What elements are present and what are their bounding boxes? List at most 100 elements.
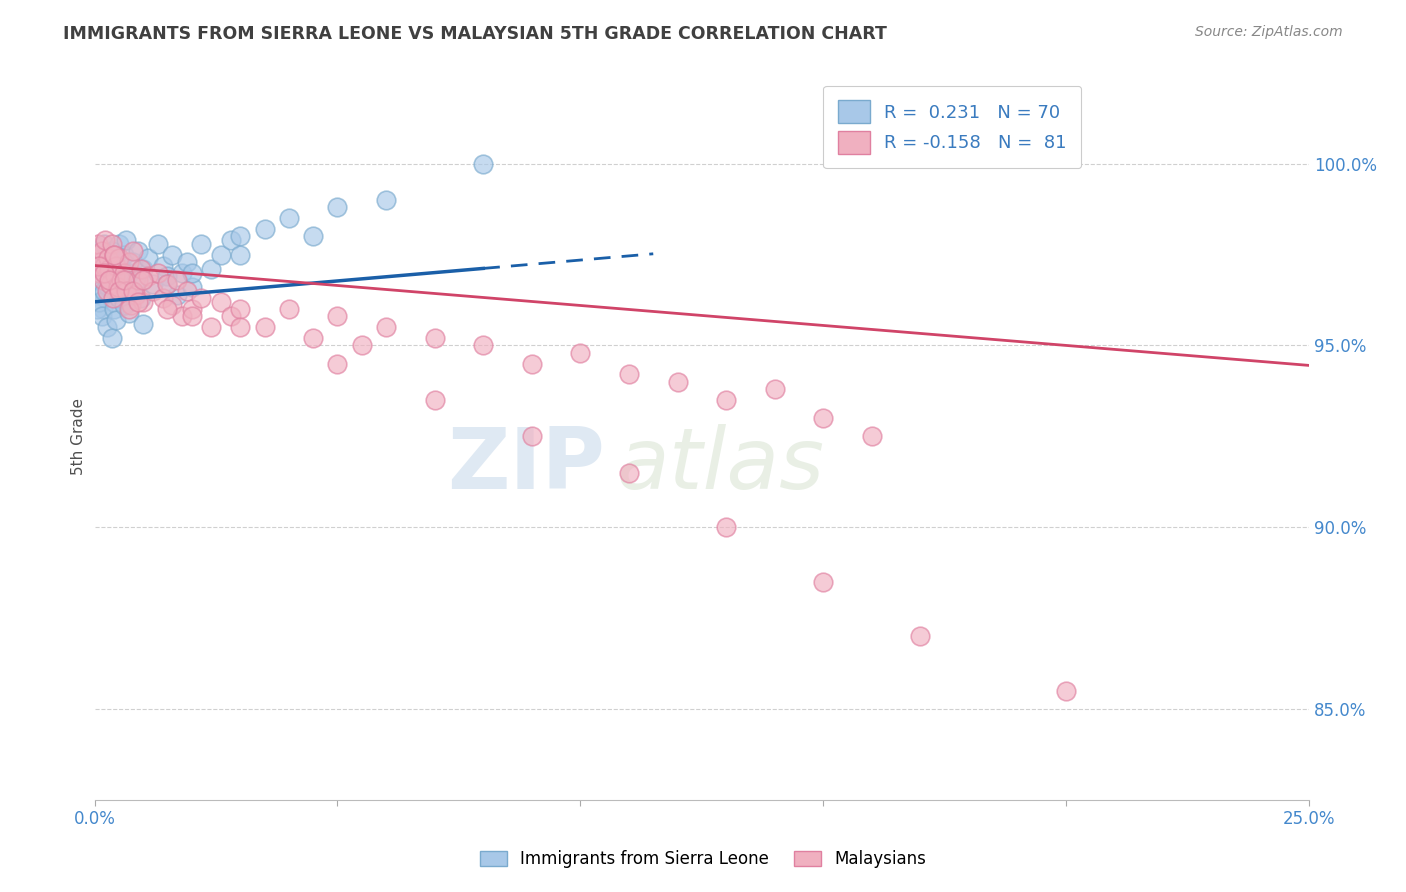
Point [103, 255, 125, 269]
Point [860, 429, 883, 443]
Point [142, 284, 165, 298]
Point [375, 193, 398, 207]
Point [108, 236, 131, 251]
Point [617, 466, 640, 480]
Point [98, 273, 121, 287]
Point [813, 411, 835, 425]
Point [112, 298, 135, 312]
Point [714, 520, 737, 534]
Point [86, 302, 108, 317]
Point [90, 310, 112, 324]
Point [127, 294, 149, 309]
Point [97, 252, 120, 266]
Point [423, 392, 446, 407]
Point [1054, 683, 1077, 698]
Point [129, 291, 152, 305]
Point [152, 259, 174, 273]
Point [209, 294, 232, 309]
Point [277, 211, 299, 226]
Point [105, 259, 128, 273]
Point [107, 280, 129, 294]
Point [100, 236, 122, 251]
Point [115, 233, 138, 247]
Point [714, 392, 737, 407]
Point [122, 284, 145, 298]
Point [93, 284, 115, 298]
Point [117, 266, 139, 280]
Point [122, 244, 145, 258]
Point [162, 298, 184, 312]
Point [94, 233, 117, 247]
Point [146, 266, 169, 280]
Point [108, 284, 131, 298]
Legend: Immigrants from Sierra Leone, Malaysians: Immigrants from Sierra Leone, Malaysians [472, 842, 934, 877]
Point [152, 291, 174, 305]
Point [93, 259, 115, 273]
Point [156, 302, 179, 317]
Point [108, 287, 131, 301]
Point [142, 277, 165, 291]
Point [209, 247, 232, 261]
Point [146, 236, 169, 251]
Point [120, 284, 142, 298]
Point [104, 277, 127, 291]
Point [166, 287, 188, 301]
Point [90, 244, 112, 258]
Point [89, 255, 111, 269]
Point [190, 291, 212, 305]
Point [89, 266, 111, 280]
Text: IMMIGRANTS FROM SIERRA LEONE VS MALAYSIAN 5TH GRADE CORRELATION CHART: IMMIGRANTS FROM SIERRA LEONE VS MALAYSIA… [63, 25, 887, 43]
Point [98, 262, 121, 277]
Point [132, 294, 155, 309]
Point [156, 277, 179, 291]
Point [103, 302, 125, 317]
Point [472, 157, 495, 171]
Point [98, 252, 121, 266]
Point [101, 291, 124, 305]
Point [100, 244, 122, 258]
Point [302, 331, 325, 345]
Legend: R =  0.231   N = 70, R = -0.158   N =  81: R = 0.231 N = 70, R = -0.158 N = 81 [823, 86, 1081, 169]
Point [114, 298, 136, 312]
Point [132, 317, 155, 331]
Point [763, 382, 786, 396]
Point [200, 262, 222, 277]
Point [200, 320, 222, 334]
Point [302, 229, 325, 244]
Point [96, 284, 118, 298]
Point [96, 262, 118, 277]
Point [162, 247, 184, 261]
Point [617, 368, 640, 382]
Point [89, 284, 111, 298]
Text: Source: ZipAtlas.com: Source: ZipAtlas.com [1195, 25, 1343, 39]
Point [87, 236, 110, 251]
Point [180, 302, 202, 317]
Point [136, 252, 159, 266]
Point [229, 247, 252, 261]
Point [120, 298, 142, 312]
Point [176, 255, 198, 269]
Y-axis label: 5th Grade: 5th Grade [72, 398, 86, 475]
Point [98, 273, 121, 287]
Point [156, 269, 179, 284]
Point [122, 255, 145, 269]
Point [89, 266, 111, 280]
Point [101, 294, 124, 309]
Point [229, 320, 252, 334]
Point [104, 269, 127, 284]
Point [520, 429, 543, 443]
Point [86, 273, 108, 287]
Point [110, 259, 132, 273]
Point [125, 287, 148, 301]
Point [90, 247, 112, 261]
Point [219, 310, 242, 324]
Point [132, 273, 155, 287]
Point [107, 284, 129, 298]
Point [86, 247, 108, 261]
Point [93, 236, 115, 251]
Point [132, 262, 155, 277]
Point [122, 287, 145, 301]
Point [156, 277, 179, 291]
Point [89, 294, 111, 309]
Point [166, 273, 188, 287]
